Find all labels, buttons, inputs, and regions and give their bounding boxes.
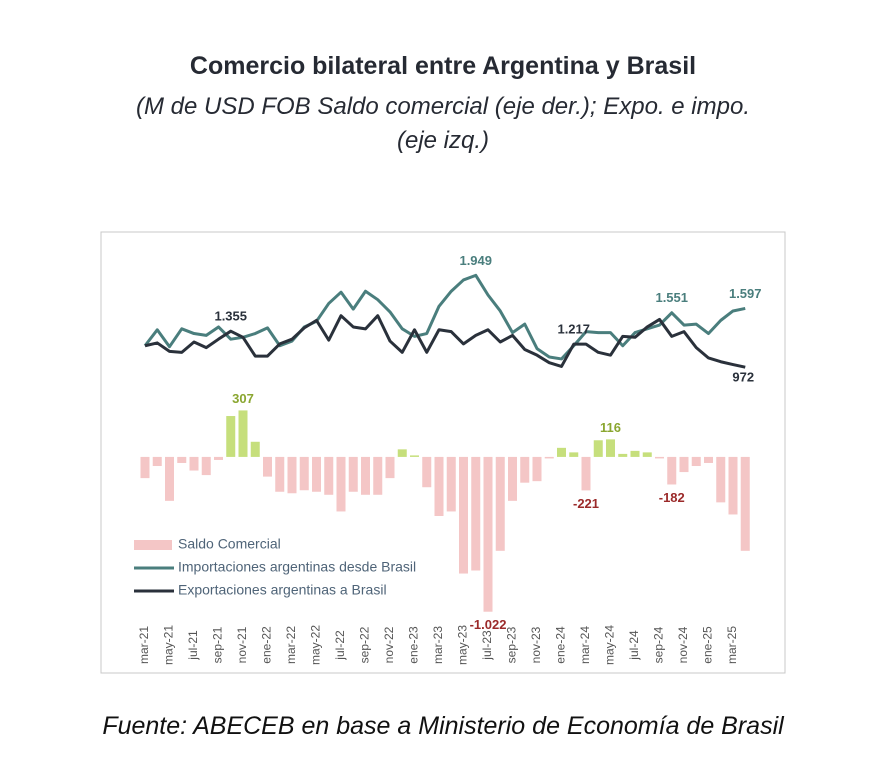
x-tick-label: ene-24 [554, 626, 568, 664]
data-label: 1.597 [729, 286, 762, 301]
bar [471, 456, 481, 571]
bar [275, 456, 285, 492]
bar [704, 456, 713, 463]
bar [569, 452, 579, 457]
bar [434, 456, 444, 516]
bar [336, 456, 346, 512]
bar [544, 456, 554, 459]
bar [177, 456, 187, 463]
bar [287, 456, 297, 494]
bar [348, 456, 358, 492]
bar [446, 456, 456, 512]
bar [385, 456, 395, 479]
x-tick-label: may-23 [456, 625, 470, 665]
x-tick-label: ene-22 [260, 626, 274, 664]
data-label: 307 [232, 391, 254, 406]
legend-swatch [134, 540, 172, 550]
bar [728, 456, 738, 515]
bar [532, 456, 542, 482]
bar [373, 456, 383, 495]
x-tick-label: ene-25 [701, 626, 715, 664]
bar [422, 456, 432, 488]
bar [642, 452, 652, 457]
x-tick-label: nov-21 [235, 626, 249, 663]
data-label: 1.355 [214, 309, 247, 324]
x-tick-label: sep-24 [652, 626, 666, 663]
bar [618, 453, 628, 457]
bar [361, 456, 370, 495]
bar [324, 456, 334, 495]
x-tick-label: jul-21 [186, 630, 200, 661]
bar [716, 456, 726, 503]
x-tick-label: mar-23 [431, 626, 445, 664]
x-tick-label: sep-22 [358, 626, 372, 663]
legend-label: Saldo Comercial [178, 536, 281, 552]
bar [312, 456, 321, 492]
chart-source: Fuente: ABECEB en base a Ministerio de E… [102, 712, 784, 740]
bar [655, 456, 664, 459]
bar [299, 456, 309, 491]
bar [630, 450, 640, 457]
bar [201, 456, 211, 476]
x-tick-label: nov-24 [676, 626, 690, 663]
x-tick-label: ene-23 [407, 626, 421, 664]
bar [226, 416, 236, 457]
x-tick-label: jul-24 [627, 630, 641, 661]
line [144, 314, 746, 369]
bar [520, 456, 530, 483]
data-label: 116 [600, 420, 621, 435]
chart-subtitle: (M de USD FOB Saldo comercial (eje der.)… [136, 93, 750, 154]
x-tick-label: may-24 [603, 625, 617, 665]
bar [263, 456, 272, 477]
legend-label: Importaciones argentinas desde Brasil [178, 559, 416, 575]
bar [593, 440, 603, 457]
data-label: 972 [732, 370, 754, 385]
bar [667, 456, 677, 485]
bar [238, 410, 248, 457]
bar [483, 456, 493, 612]
bar [189, 456, 199, 471]
bar [410, 455, 419, 457]
data-label: -182 [659, 490, 685, 505]
bar [691, 456, 701, 467]
data-label: -221 [573, 496, 599, 511]
bar [459, 456, 468, 574]
plot-frame [100, 231, 786, 674]
x-tick-label: sep-23 [505, 626, 519, 663]
bar [397, 449, 407, 457]
bar [250, 441, 260, 457]
x-tick-label: may-22 [309, 625, 323, 665]
bar [495, 456, 505, 551]
x-tick-label: mar-21 [137, 626, 151, 664]
x-tick-label: mar-22 [284, 626, 298, 664]
bar [140, 456, 150, 479]
bar [679, 456, 689, 473]
bar [557, 447, 566, 457]
x-tick-label: may-21 [162, 625, 176, 665]
bar [740, 456, 750, 551]
bar [214, 456, 223, 460]
x-tick-label: sep-21 [211, 626, 225, 663]
x-tick-label: mar-25 [725, 626, 739, 664]
bar [606, 439, 615, 457]
x-tick-label: nov-23 [529, 626, 543, 663]
x-tick-label: jul-23 [480, 630, 494, 661]
bar [165, 456, 174, 501]
x-tick-label: nov-22 [382, 626, 396, 663]
chart-title: Comercio bilateral entre Argentina y Bra… [189, 52, 697, 80]
data-label: -1.022 [470, 617, 507, 632]
bar [152, 456, 162, 467]
data-label: 1.551 [655, 290, 688, 305]
legend-label: Exportaciones argentinas a Brasil [178, 582, 387, 598]
data-label: 1.949 [459, 253, 492, 268]
x-tick-label: jul-22 [333, 630, 347, 661]
bar [508, 456, 517, 501]
x-tick-label: mar-24 [578, 626, 592, 664]
data-label: 1.217 [557, 322, 590, 337]
bar [581, 456, 591, 491]
